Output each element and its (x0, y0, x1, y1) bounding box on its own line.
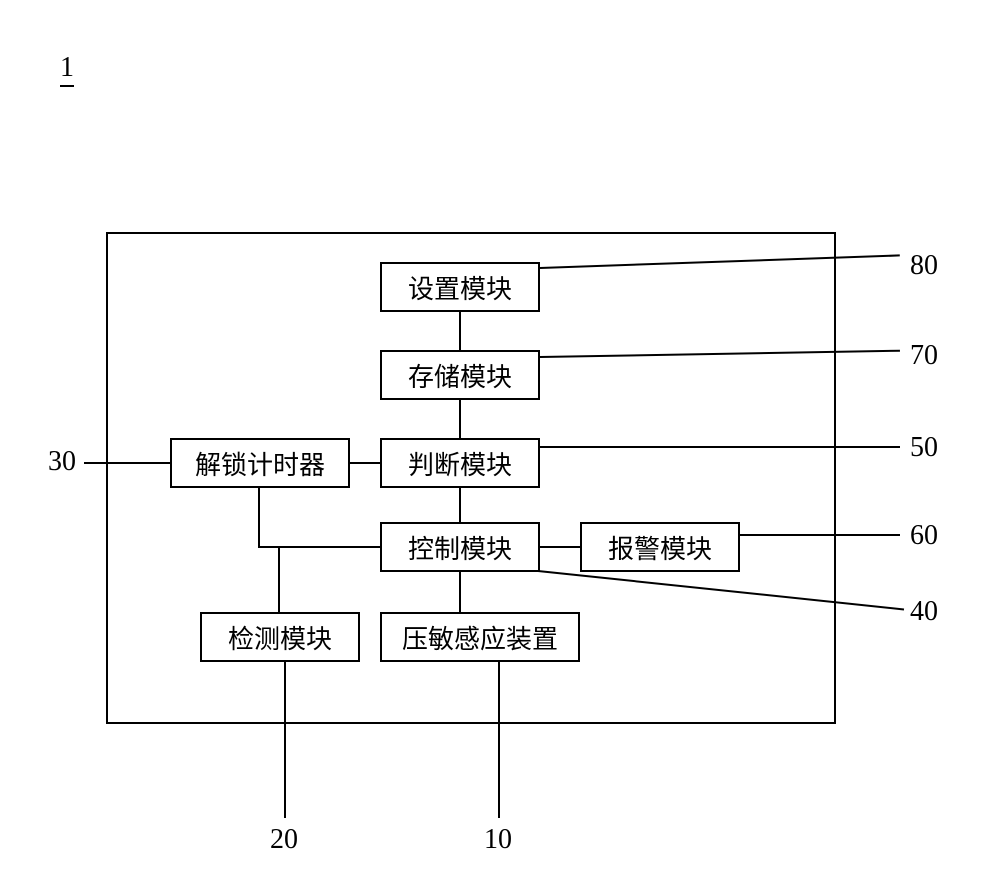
conn-judge-control (459, 488, 461, 522)
unlock-timer-label: 解锁计时器 (195, 445, 325, 482)
conn-detect-up (278, 546, 280, 612)
lead-50 (540, 446, 900, 448)
ref-10: 10 (484, 824, 512, 856)
conn-control-pressure (459, 572, 461, 612)
conn-unlock-down (258, 488, 260, 546)
conn-setting-storage (459, 312, 461, 350)
conn-unlock-judge (350, 462, 380, 464)
pressure-module-label: 压敏感应装置 (402, 619, 558, 656)
setting-module: 设置模块 (380, 262, 540, 312)
control-module: 控制模块 (380, 522, 540, 572)
conn-unlock-right (258, 546, 380, 548)
storage-module: 存储模块 (380, 350, 540, 400)
ref-60: 60 (910, 520, 938, 552)
ref-30: 30 (48, 446, 76, 478)
detect-module-label: 检测模块 (228, 619, 332, 656)
alarm-module: 报警模块 (580, 522, 740, 572)
storage-module-label: 存储模块 (408, 357, 512, 394)
judge-module-label: 判断模块 (408, 445, 512, 482)
alarm-module-label: 报警模块 (608, 529, 712, 566)
detect-module: 检测模块 (200, 612, 360, 662)
unlock-timer-module: 解锁计时器 (170, 438, 350, 488)
judge-module: 判断模块 (380, 438, 540, 488)
ref-70: 70 (910, 340, 938, 372)
ref-40: 40 (910, 596, 938, 628)
lead-60 (740, 534, 900, 536)
lead-10 (498, 662, 500, 818)
conn-storage-judge (459, 400, 461, 438)
ref-20: 20 (270, 824, 298, 856)
lead-20 (284, 662, 286, 818)
setting-module-label: 设置模块 (408, 269, 512, 306)
control-module-label: 控制模块 (408, 529, 512, 566)
system-label-text: 1 (60, 52, 74, 87)
ref-80: 80 (910, 250, 938, 282)
pressure-module: 压敏感应装置 (380, 612, 580, 662)
system-label: 1 (60, 52, 74, 84)
conn-control-alarm (540, 546, 580, 548)
ref-50: 50 (910, 432, 938, 464)
lead-30 (84, 462, 170, 464)
